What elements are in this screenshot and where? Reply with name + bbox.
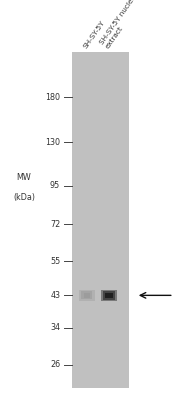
Text: SH-SY-5Y nuclear
extract: SH-SY-5Y nuclear extract — [99, 0, 145, 50]
Text: 26: 26 — [50, 360, 60, 370]
Text: MW: MW — [17, 173, 31, 182]
Bar — [103, 291, 115, 300]
Text: SH-SY-5Y: SH-SY-5Y — [82, 20, 105, 50]
Text: 34: 34 — [50, 323, 60, 332]
Text: 43: 43 — [50, 291, 60, 300]
Bar — [84, 293, 90, 298]
Bar — [101, 290, 117, 301]
Bar — [79, 290, 95, 301]
Text: 55: 55 — [50, 257, 60, 266]
Bar — [82, 292, 92, 299]
Text: 180: 180 — [45, 93, 60, 102]
Text: 130: 130 — [45, 138, 60, 147]
Bar — [72, 52, 129, 388]
Text: 72: 72 — [50, 220, 60, 228]
Text: 95: 95 — [50, 181, 60, 190]
Text: (kDa): (kDa) — [13, 193, 35, 202]
Bar — [105, 292, 113, 298]
